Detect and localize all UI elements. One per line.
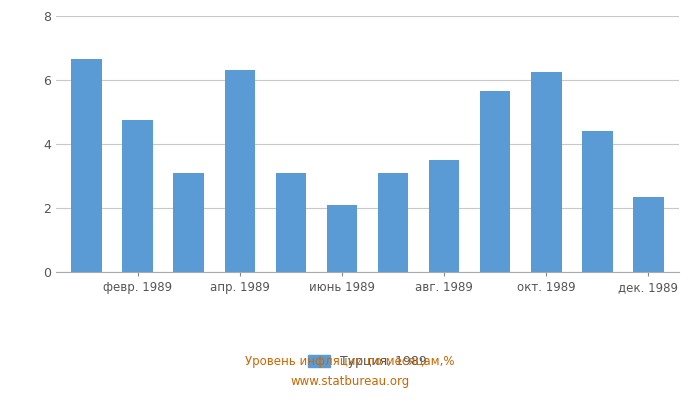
- Bar: [174, 173, 204, 272]
- Bar: [633, 197, 664, 272]
- Bar: [429, 160, 459, 272]
- Text: www.statbureau.org: www.statbureau.org: [290, 376, 410, 388]
- Legend: Турция, 1989: Турция, 1989: [303, 350, 432, 373]
- Bar: [225, 70, 256, 272]
- Bar: [327, 205, 357, 272]
- Text: Уровень инфляции по месяцам,%: Уровень инфляции по месяцам,%: [245, 356, 455, 368]
- Bar: [122, 120, 153, 272]
- Bar: [71, 59, 102, 272]
- Bar: [582, 131, 612, 272]
- Bar: [378, 173, 408, 272]
- Bar: [480, 91, 510, 272]
- Bar: [276, 173, 306, 272]
- Bar: [531, 72, 561, 272]
